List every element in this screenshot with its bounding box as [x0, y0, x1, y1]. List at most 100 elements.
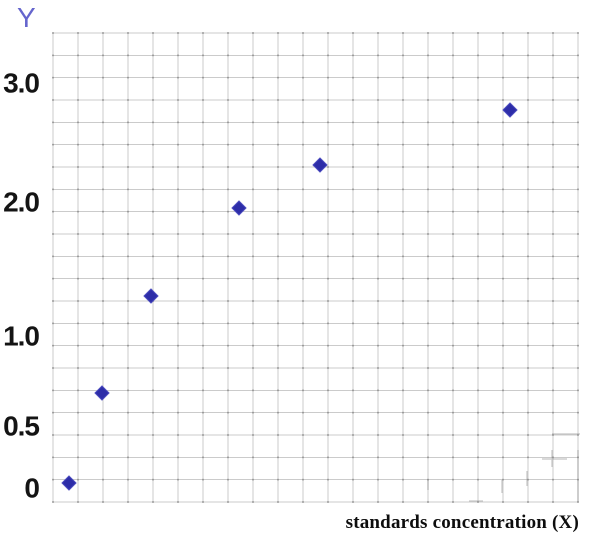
- grid-dot: [302, 367, 304, 369]
- grid-dot: [252, 434, 254, 436]
- grid-dot: [252, 143, 254, 146]
- grid-dot: [127, 76, 129, 79]
- grid-dot: [127, 344, 129, 347]
- grid-dot: [402, 143, 404, 146]
- grid-dot: [427, 277, 429, 280]
- grid-dot: [552, 367, 554, 369]
- grid-dot: [402, 233, 404, 235]
- grid-dot: [302, 300, 304, 302]
- grid-dot: [352, 166, 354, 168]
- grid-dot: [102, 255, 104, 258]
- grid-dot: [527, 478, 529, 481]
- grid-dot: [277, 255, 279, 258]
- grid-dot: [77, 54, 79, 57]
- grid-dot: [402, 188, 404, 191]
- grid-dot: [502, 434, 504, 436]
- grid-dot: [552, 322, 554, 325]
- grid-dot: [352, 99, 354, 101]
- grid-dot: [77, 233, 79, 235]
- grid-dot: [202, 456, 204, 459]
- grid-dot: [527, 32, 529, 34]
- grid-dot: [127, 121, 129, 124]
- grid-dot: [527, 121, 529, 124]
- grid-dot: [202, 501, 204, 503]
- grid-dot: [402, 76, 404, 79]
- grid-dot: [102, 277, 104, 280]
- grid-dot: [252, 300, 254, 302]
- grid-dot: [302, 121, 304, 124]
- grid-dot: [177, 188, 179, 191]
- grid-dot: [577, 434, 579, 436]
- grid-dot: [202, 166, 204, 168]
- grid-dot: [427, 456, 429, 459]
- grid-dot: [477, 344, 479, 347]
- grid-dot: [402, 300, 404, 302]
- grid-dot: [77, 501, 79, 503]
- grid-dot: [177, 233, 179, 235]
- grid-dot: [277, 99, 279, 101]
- grid-dot: [177, 277, 179, 280]
- grid-dot: [227, 54, 229, 57]
- grid-dot: [527, 99, 529, 101]
- grid-dot: [577, 76, 579, 79]
- grid-dot: [577, 367, 579, 369]
- grid-dot: [227, 233, 229, 235]
- grid-dot: [127, 434, 129, 436]
- grid-dot: [302, 255, 304, 258]
- grid-dot: [327, 233, 329, 235]
- grid-dot: [527, 210, 529, 213]
- grid-dot: [377, 210, 379, 213]
- grid-dot: [102, 54, 104, 57]
- grid-dot: [277, 32, 279, 34]
- grid-dot: [477, 478, 479, 481]
- grid-dot: [52, 121, 54, 124]
- grid-dot: [152, 389, 154, 392]
- grid-dot: [227, 166, 229, 168]
- grid-dot: [227, 188, 229, 191]
- grid-dot: [377, 300, 379, 302]
- grid-dot: [552, 411, 554, 414]
- grid-dot: [452, 166, 454, 168]
- grid-dot: [352, 143, 354, 146]
- grid-dot: [252, 188, 254, 191]
- grid-dot: [202, 367, 204, 369]
- grid-dot: [402, 54, 404, 57]
- grid-dot: [252, 121, 254, 124]
- grid-dot: [352, 456, 354, 459]
- grid-dot: [477, 233, 479, 235]
- grid-dot: [377, 54, 379, 57]
- grid-dot: [152, 434, 154, 436]
- grid-dot: [202, 121, 204, 124]
- grid-dot: [152, 210, 154, 213]
- grid-dot: [127, 166, 129, 168]
- grid-dot: [152, 32, 154, 34]
- grid-dot: [77, 411, 79, 414]
- grid-dot: [402, 411, 404, 414]
- grid-dot: [77, 255, 79, 258]
- grid-dot: [502, 121, 504, 124]
- grid-dot: [452, 501, 454, 503]
- grid-dot: [302, 76, 304, 79]
- grid-dot: [77, 322, 79, 325]
- grid-dot: [452, 255, 454, 258]
- grid-dot: [477, 277, 479, 280]
- grid-dot: [427, 255, 429, 258]
- grid-dot: [402, 389, 404, 392]
- grid-dot: [402, 210, 404, 213]
- grid-dot: [552, 32, 554, 34]
- grid-dot: [127, 54, 129, 57]
- grid-dot: [527, 322, 529, 325]
- grid-dot: [527, 188, 529, 191]
- grid-dot: [477, 367, 479, 369]
- grid-dot: [577, 32, 579, 34]
- grid-dot: [577, 501, 579, 503]
- grid-dot: [202, 99, 204, 101]
- grid-dot: [302, 322, 304, 325]
- data-point-diamond: [143, 288, 159, 304]
- grid-dot: [577, 322, 579, 325]
- grid-dot: [52, 76, 54, 79]
- grid-dot: [52, 344, 54, 347]
- grid-dot: [527, 344, 529, 347]
- grid-dot: [352, 277, 354, 280]
- grid-dot: [277, 478, 279, 481]
